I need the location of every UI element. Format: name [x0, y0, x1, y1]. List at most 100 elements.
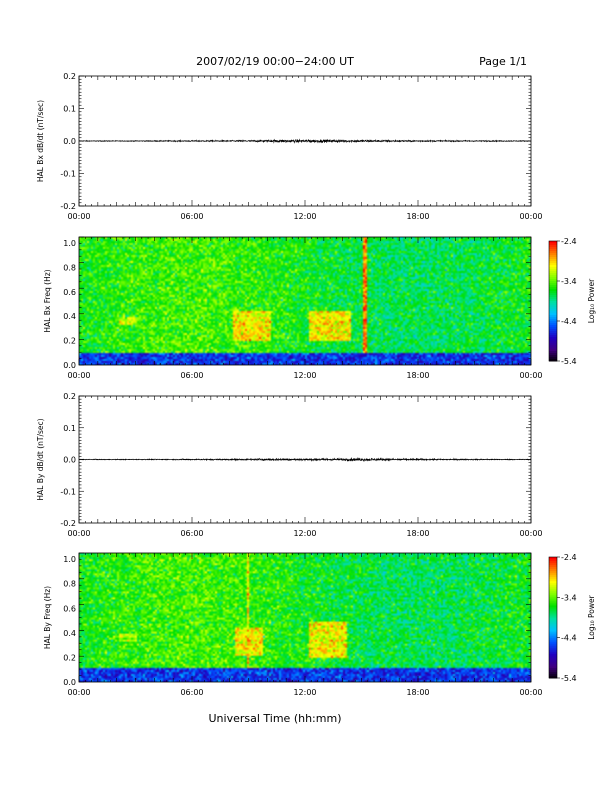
colorbar-swatch: [549, 273, 557, 276]
colorbar-swatch: [549, 333, 557, 336]
colorbar-swatch: [549, 623, 557, 627]
colorbar-swatch: [549, 593, 557, 596]
colorbar-swatch: [549, 635, 557, 639]
colorbar-swatch: [549, 583, 557, 586]
x-tick-label: 00:00: [67, 371, 90, 380]
spectrogram-image: [79, 553, 531, 682]
colorbar-swatch: [549, 349, 557, 352]
y-tick-label: -0.2: [60, 202, 76, 211]
y-tick-label: -0.1: [60, 170, 76, 179]
colorbar-frame: [548, 240, 558, 362]
colorbar-swatch: [549, 661, 557, 665]
colorbar-2: -2.4 -3.4 -4.4 -5.4 Log₁₀ Power: [548, 237, 596, 366]
colorbar-swatch: [549, 327, 557, 330]
y-tick-label: 0.0: [63, 137, 76, 146]
panels: 0.20.10.0-0.1-0.200:00 06:00 12:00 18:00 00:…: [36, 72, 543, 697]
colorbar-swatch: [549, 301, 557, 304]
colorbar-swatch: [549, 613, 557, 616]
x-tick-label: 00:00: [519, 529, 542, 538]
colorbar-swatch: [549, 595, 557, 598]
colorbar-swatch: [549, 355, 557, 358]
colorbar-swatch: [549, 289, 557, 292]
colorbar-swatch: [549, 311, 557, 314]
colorbar-swatch: [549, 625, 557, 629]
colorbar-swatch: [549, 351, 557, 354]
x-tick-label: 18:00: [406, 688, 429, 697]
colorbar-swatch: [549, 675, 557, 679]
colorbar-swatch: [549, 263, 557, 266]
colorbar-swatch: [549, 265, 557, 268]
colorbar-swatch: [549, 283, 557, 286]
colorbar-swatch: [549, 597, 557, 600]
spectrogram-image: [79, 237, 531, 365]
y-tick-label: 0.1: [63, 105, 76, 114]
colorbar-swatch: [549, 571, 557, 574]
colorbar-swatch: [549, 253, 557, 256]
colorbar-swatch: [549, 317, 557, 320]
x-tick-label: 00:00: [67, 212, 90, 221]
colorbar-swatch: [549, 297, 557, 300]
colorbar-swatch: [549, 633, 557, 637]
colorbar-swatch: [549, 257, 557, 260]
x-tick-label: 12:00: [293, 212, 316, 221]
colorbar-swatch: [549, 347, 557, 350]
colorbar-swatch: [549, 671, 557, 675]
colorbar-swatch: [549, 609, 557, 612]
colorbar-swatch: [549, 615, 557, 618]
x-tick-label: 00:00: [519, 688, 542, 697]
colorbar-swatch: [549, 307, 557, 310]
colorbar-swatch: [549, 279, 557, 282]
y-tick-label: 0.2: [63, 72, 76, 81]
colorbar-swatch: [549, 665, 557, 669]
colorbar-swatch: [549, 673, 557, 677]
colorbar-tick-label: -3.4: [561, 277, 577, 286]
colorbar-swatch: [549, 607, 557, 610]
y-tick-label: 0.4: [63, 312, 76, 321]
colorbar-swatch: [549, 655, 557, 659]
colorbar-swatch: [549, 319, 557, 322]
colorbar-swatch: [549, 295, 557, 298]
x-tick-label: 00:00: [67, 688, 90, 697]
x-tick-label: 06:00: [180, 529, 203, 538]
colorbar-swatch: [549, 663, 557, 667]
y-tick-label: 0.2: [63, 337, 76, 346]
colorbar-swatch: [549, 589, 557, 592]
panel-2: 1.00.80.60.40.20.000:00 06:00 12:00 18:00 00…: [43, 236, 543, 380]
colorbar-swatch: [549, 313, 557, 316]
x-tick-label: 18:00: [406, 529, 429, 538]
colorbar-swatch: [549, 261, 557, 264]
colorbar-swatch: [549, 323, 557, 326]
colorbar-swatch: [549, 293, 557, 296]
colorbar-swatch: [549, 287, 557, 290]
colorbar-swatch: [549, 641, 557, 645]
colorbar-swatch: [549, 315, 557, 318]
y-tick-label: 1.0: [63, 239, 76, 248]
y-tick-label: 0.8: [63, 263, 76, 272]
colorbar-swatch: [549, 619, 557, 623]
colorbar-swatch: [549, 557, 557, 560]
colorbar-swatch: [549, 629, 557, 633]
colorbar-swatch: [549, 305, 557, 308]
colorbar-swatch: [549, 561, 557, 564]
colorbar-swatch: [549, 339, 557, 342]
y-axis-label: HAL By Freq (Hz): [43, 586, 52, 649]
colorbar-swatch: [549, 651, 557, 655]
x-tick-label: 12:00: [293, 371, 316, 380]
colorbar-swatch: [549, 581, 557, 584]
colorbar-swatch: [549, 657, 557, 661]
y-tick-label: 0.6: [63, 288, 76, 297]
colorbar-swatch: [549, 591, 557, 594]
panel-1: 0.20.10.0-0.1-0.200:00 06:00 12:00 18:00 00:…: [36, 72, 543, 221]
panel-4: 1.00.80.60.40.20.000:00 06:00 12:00 18:00 00…: [43, 552, 543, 697]
y-tick-label: 0.0: [63, 361, 76, 370]
y-tick-label: 0.8: [63, 580, 76, 589]
colorbar-swatch: [549, 269, 557, 272]
x-tick-label: 00:00: [67, 529, 90, 538]
colorbar-swatch: [549, 245, 557, 248]
colorbar-swatch: [549, 343, 557, 346]
colorbar-swatch: [549, 267, 557, 270]
colorbar-swatch: [549, 249, 557, 252]
colorbar-swatch: [549, 587, 557, 590]
x-tick-label: 00:00: [519, 212, 542, 221]
